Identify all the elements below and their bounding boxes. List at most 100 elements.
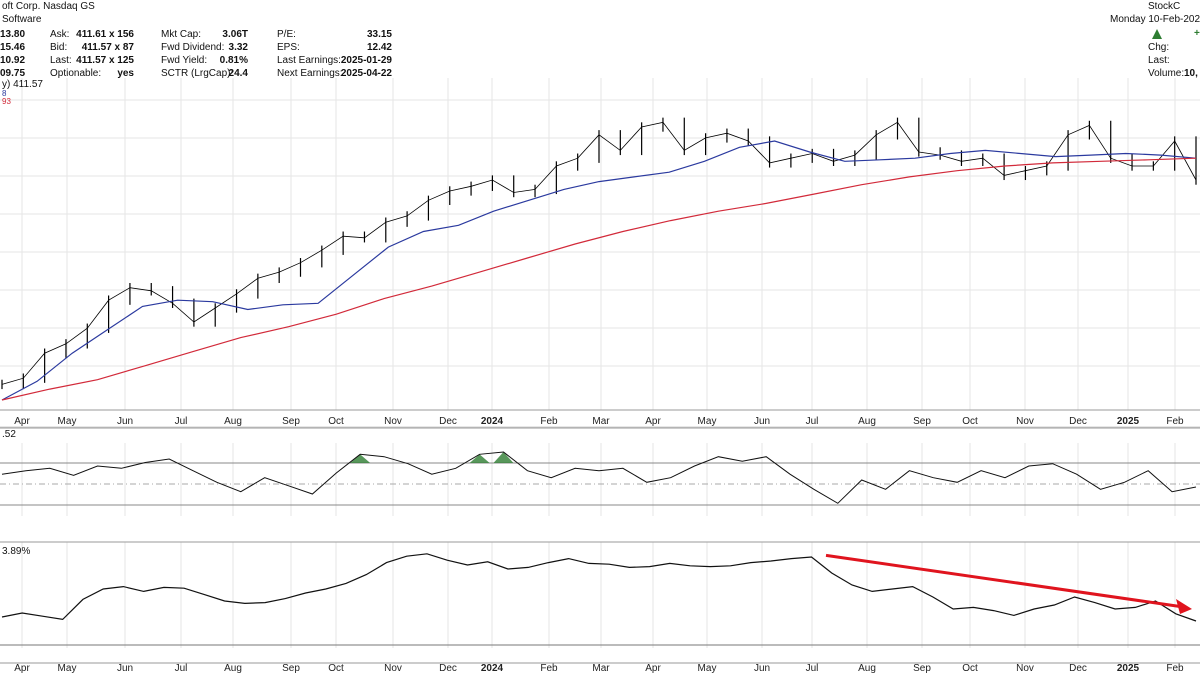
x-tick-label: Sep bbox=[913, 663, 931, 674]
x-tick-label: Apr bbox=[645, 416, 661, 427]
rsi-fill bbox=[350, 452, 514, 463]
quote-value: 411.57 x 125 bbox=[76, 55, 134, 66]
rsi-overbought-fill bbox=[350, 454, 371, 463]
x-tick-label: Sep bbox=[282, 416, 300, 427]
fundamental-label: Next Earnings: bbox=[277, 68, 343, 79]
x-tick-label: May bbox=[58, 663, 77, 674]
x-tick-label: Jun bbox=[117, 416, 133, 427]
fundamental-label: EPS: bbox=[277, 42, 300, 53]
fundamental-value: 12.42 bbox=[366, 42, 392, 53]
x-tick-label: Mar bbox=[592, 663, 610, 674]
fundamental-value: 3.32 bbox=[228, 42, 248, 53]
x-tick-label: Apr bbox=[645, 663, 661, 674]
ohlc-value: 13.80 bbox=[0, 29, 26, 40]
x-tick-label: Dec bbox=[1069, 663, 1087, 674]
x-tick-label: Aug bbox=[224, 663, 242, 674]
relative-strength-line bbox=[1, 553, 1197, 622]
x-tick-label: Jun bbox=[754, 663, 770, 674]
fundamental-label: Mkt Cap: bbox=[161, 29, 202, 40]
ma-legend-1: 8 bbox=[2, 89, 7, 98]
relative-label: 3.89% bbox=[2, 546, 31, 557]
fundamental-label: P/E: bbox=[277, 29, 296, 40]
x-tick-label: Dec bbox=[1069, 416, 1087, 427]
chg-label: Chg: bbox=[1148, 42, 1170, 53]
x-tick-label: Dec bbox=[439, 663, 457, 674]
x-axis-ticks-main: Apr May Jun Jul Aug Sep Oct Nov Dec 2024 Feb Mar Apr… bbox=[14, 416, 1184, 427]
x-tick-label: Mar bbox=[592, 416, 610, 427]
quote-label: Ask: bbox=[50, 29, 70, 40]
x-tick-label: Nov bbox=[384, 663, 402, 674]
fundamental-value: 33.15 bbox=[366, 29, 392, 40]
symbol-name: oft Corp. Nasdaq GS bbox=[2, 1, 95, 12]
ma-short-line bbox=[1, 140, 1197, 401]
volume-value: 10, bbox=[1184, 68, 1198, 79]
last-label: Last: bbox=[1148, 55, 1170, 66]
x-tick-label: Apr bbox=[14, 663, 30, 674]
trend-arrow-head bbox=[1176, 599, 1192, 614]
x-tick-label: 2025 bbox=[1117, 416, 1140, 427]
x-tick-label: Dec bbox=[439, 416, 457, 427]
volume-label: Volume: bbox=[1148, 68, 1185, 79]
x-tick-label: Nov bbox=[1016, 663, 1034, 674]
price-line bbox=[1, 121, 1197, 385]
fundamental-label: Fwd Dividend: bbox=[161, 42, 225, 53]
x-tick-label: Jul bbox=[175, 416, 188, 427]
rsi-label: .52 bbox=[2, 429, 16, 440]
x-tick-label: May bbox=[698, 663, 717, 674]
industry-label: Software bbox=[2, 14, 42, 25]
x-tick-label: Sep bbox=[282, 663, 300, 674]
x-tick-label: Oct bbox=[328, 416, 344, 427]
fundamental-value: 0.81% bbox=[219, 55, 248, 66]
x-tick-label: Oct bbox=[962, 663, 978, 674]
fundamental-label: Last Earnings: bbox=[277, 55, 341, 66]
trend-arrow-line bbox=[825, 553, 1181, 608]
x-tick-label: Feb bbox=[540, 416, 558, 427]
rsi-overbought-fill bbox=[493, 452, 514, 463]
x-tick-label: 2024 bbox=[481, 416, 504, 427]
fundamental-value: 2025-01-29 bbox=[340, 55, 392, 66]
fundamental-label: Fwd Yield: bbox=[161, 55, 208, 66]
x-tick-label: Aug bbox=[224, 416, 242, 427]
x-tick-label: Oct bbox=[962, 416, 978, 427]
x-tick-label: Nov bbox=[384, 416, 402, 427]
rsi-overbought-fill bbox=[469, 454, 490, 463]
x-tick-label: Nov bbox=[1016, 416, 1034, 427]
series-layer bbox=[1, 117, 1197, 622]
x-tick-label: 2024 bbox=[481, 663, 504, 674]
x-axis-ticks-bottom: Apr May Jun Jul Aug Sep Oct Nov Dec 2024 Feb Mar Apr… bbox=[14, 663, 1184, 674]
x-tick-label: Apr bbox=[14, 416, 30, 427]
price-legend: y) 411.57 bbox=[2, 79, 43, 90]
x-tick-label: Aug bbox=[858, 663, 876, 674]
x-tick-label: Feb bbox=[1166, 416, 1184, 427]
x-tick-label: Jun bbox=[754, 416, 770, 427]
x-tick-label: May bbox=[58, 416, 77, 427]
x-tick-label: Aug bbox=[858, 416, 876, 427]
x-tick-label: Sep bbox=[913, 416, 931, 427]
ohlc-value: 15.46 bbox=[0, 42, 26, 53]
date-label: Monday 10-Feb-2025 bbox=[1110, 14, 1200, 25]
fundamental-value: 24.4 bbox=[228, 68, 248, 79]
x-tick-label: Feb bbox=[540, 663, 558, 674]
brand-logo: StockC bbox=[1148, 1, 1181, 12]
grid-lines bbox=[0, 78, 1200, 648]
fundamental-value: 3.06T bbox=[222, 29, 248, 40]
x-tick-label: 2025 bbox=[1117, 663, 1140, 674]
quote-label: Last: bbox=[50, 55, 72, 66]
change-symbol: + bbox=[1194, 28, 1200, 39]
up-arrow-icon bbox=[1152, 29, 1162, 39]
x-tick-label: May bbox=[698, 416, 717, 427]
x-tick-label: Jul bbox=[806, 663, 819, 674]
fundamental-label: SCTR (LrgCap): bbox=[161, 68, 234, 79]
ma-legend-2: 93 bbox=[2, 97, 11, 106]
panel-frames bbox=[0, 409, 1200, 664]
rsi-line bbox=[1, 451, 1197, 504]
x-tick-label: Jul bbox=[175, 663, 188, 674]
ohlc-value: 10.92 bbox=[0, 55, 26, 66]
quote-value: 411.57 x 87 bbox=[81, 42, 134, 53]
quote-value: yes bbox=[117, 68, 134, 79]
ma-long-line bbox=[1, 157, 1197, 401]
ohlc-value: 09.75 bbox=[0, 68, 26, 79]
x-tick-label: Feb bbox=[1166, 663, 1184, 674]
quote-label: Bid: bbox=[50, 42, 68, 53]
